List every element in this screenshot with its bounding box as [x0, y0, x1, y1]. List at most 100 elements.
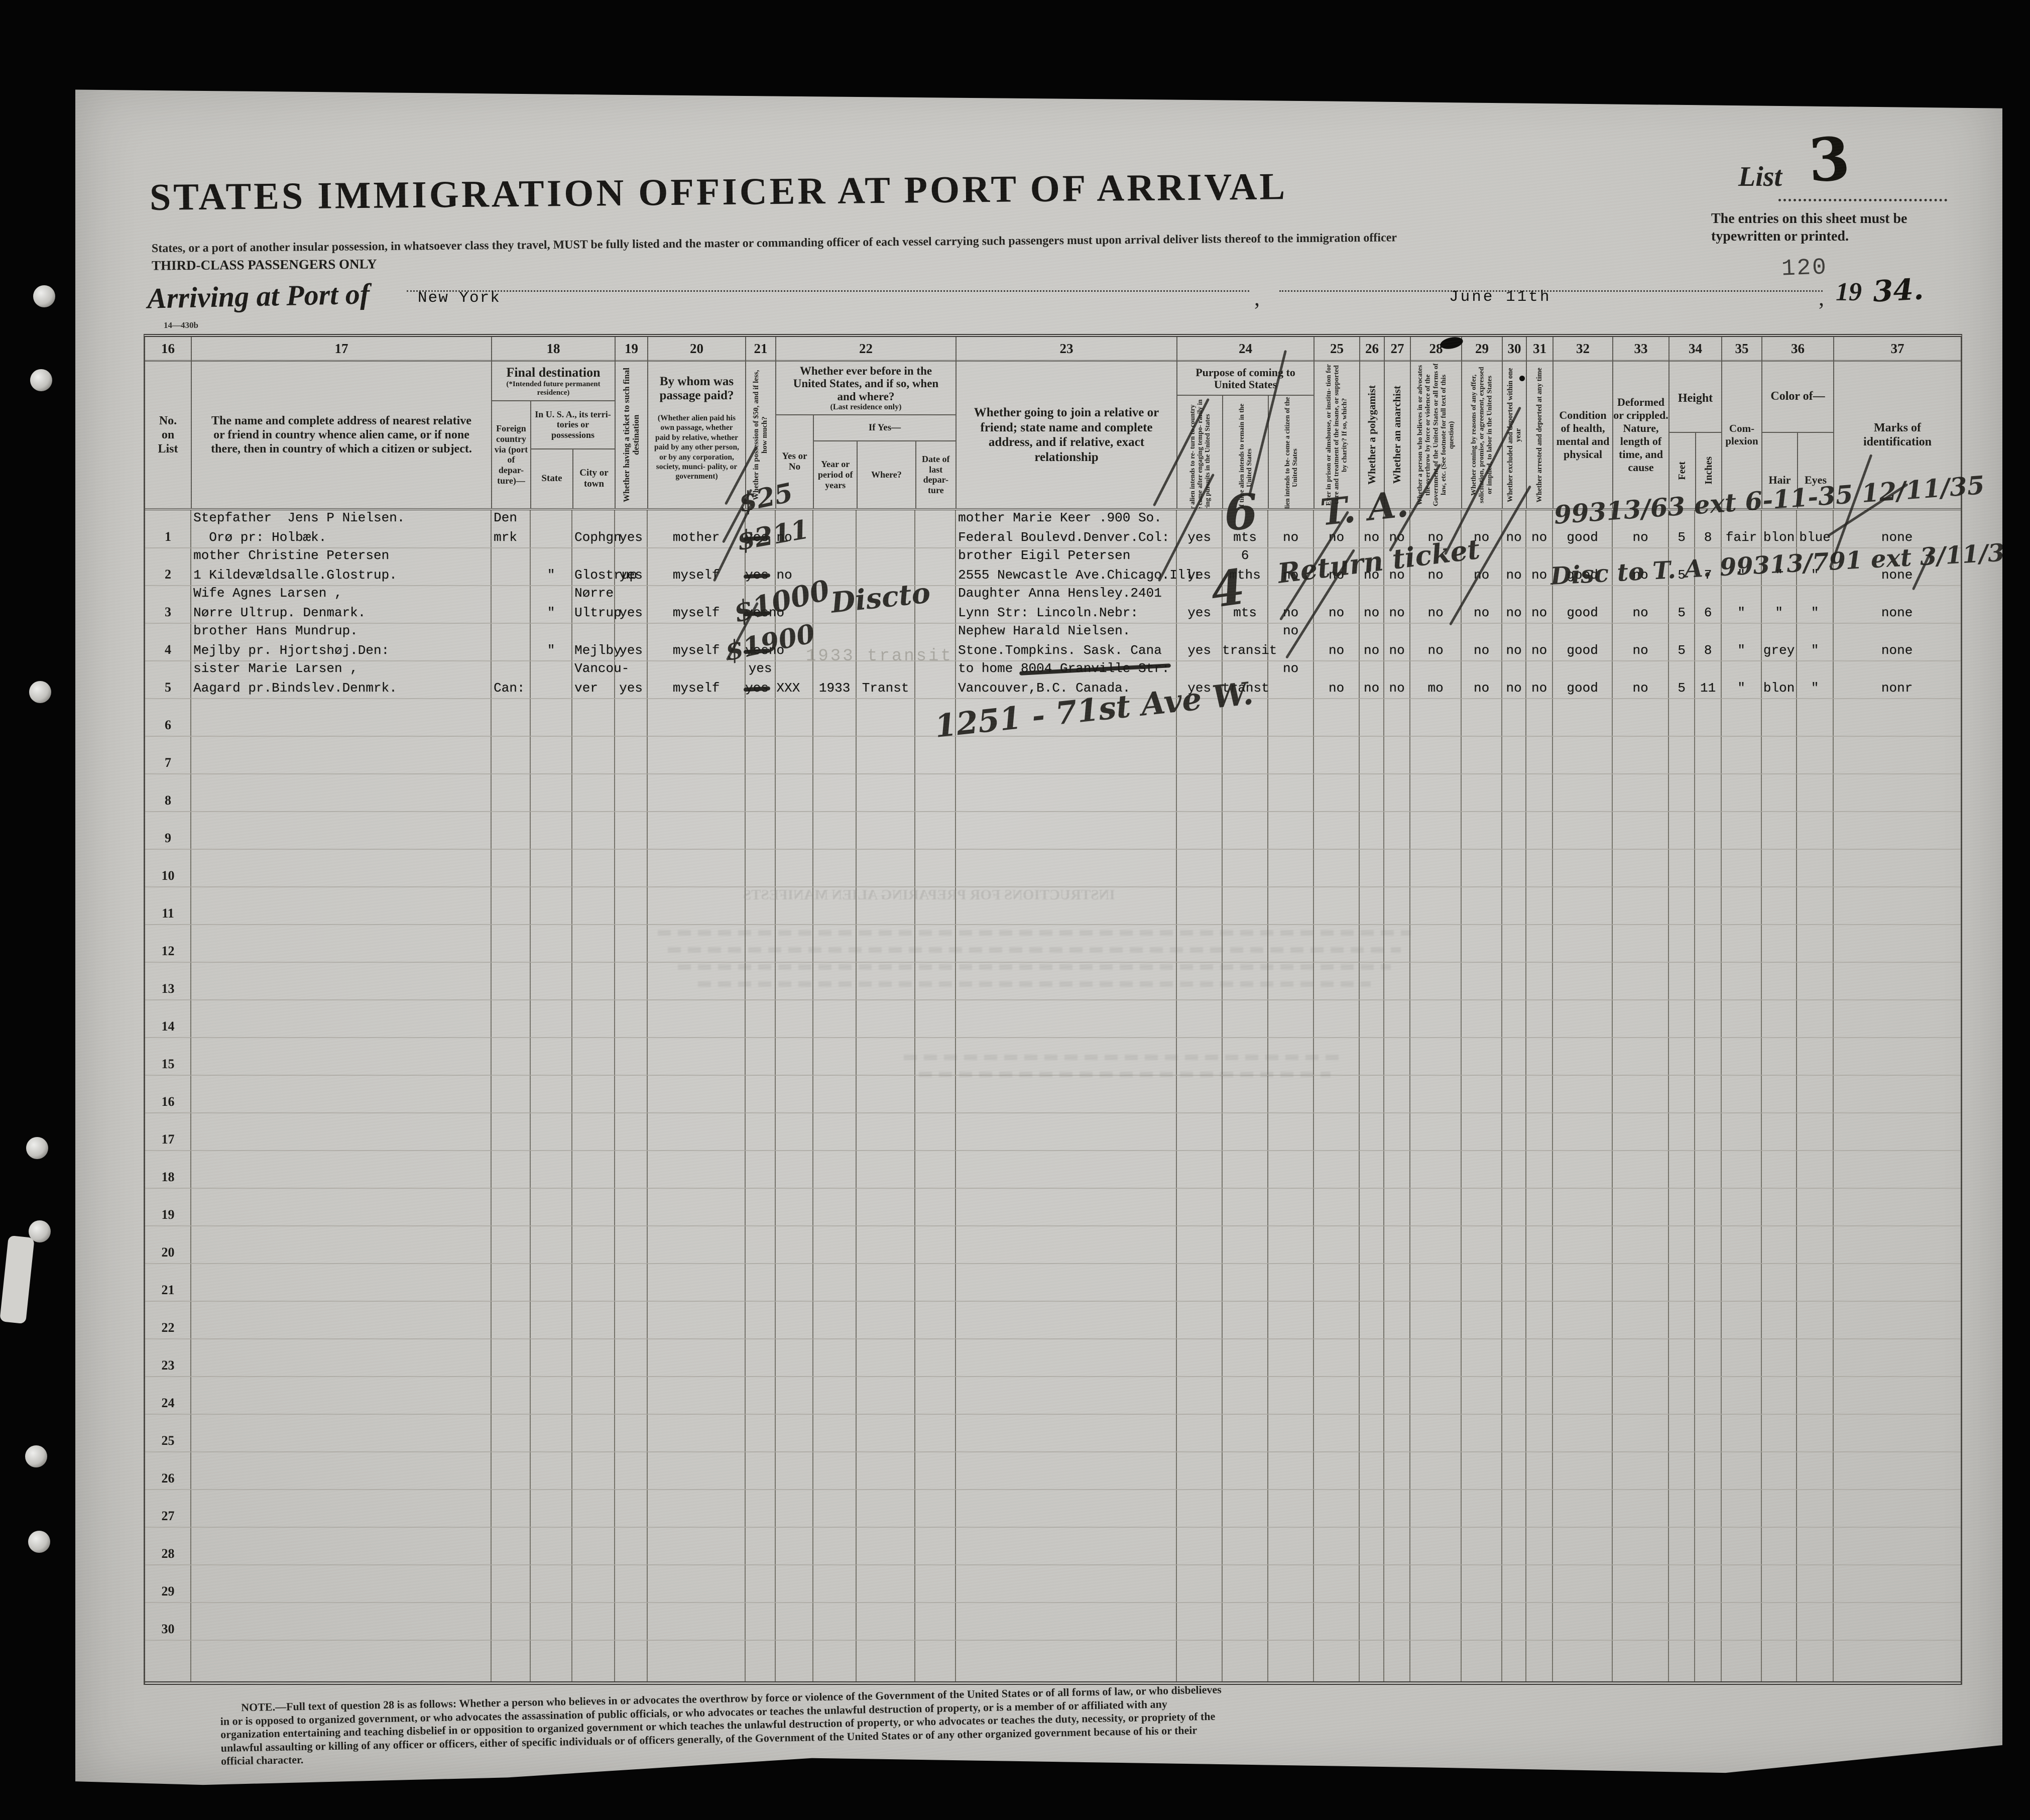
usa-subgroup: In U. S. A., its terri- tories or posses… [530, 401, 615, 508]
cell-line: to home 8004 Granville Str: [958, 661, 1170, 676]
struck-text: yes [745, 605, 769, 620]
grid-row-line [145, 1150, 1961, 1151]
port-value: New York [418, 289, 501, 307]
cell-line: no [1632, 567, 1648, 583]
purpose-return-header: Whether alien intends to re- turn to cou… [1177, 396, 1222, 508]
cell-line: transit [1222, 643, 1277, 658]
cell-line: mts [1233, 605, 1257, 620]
grid-row-line [145, 1075, 1961, 1076]
feet-header: Feet [1669, 433, 1695, 508]
cell-line: mother [672, 530, 720, 545]
grid-vertical-line [775, 510, 776, 1681]
cell-c24a-row2: yes [1176, 548, 1222, 586]
grid-row-line [145, 547, 1961, 548]
cell-line: 5 [1678, 680, 1686, 696]
cell-c31-row5: no [1526, 661, 1553, 699]
form-number-top: 14—430b [164, 320, 198, 330]
cell-line: brother Eigil Petersen [958, 548, 1131, 563]
header-label-37: Marks of identification [1863, 421, 1932, 448]
cell-c30-row2: no [1502, 548, 1526, 586]
cell-line: no [1363, 680, 1380, 696]
cell-line: " [1811, 567, 1819, 583]
cell-line: Federal Boulevd.Denver.Col: [958, 530, 1170, 545]
cell-line: none [1881, 643, 1913, 658]
header-label-33: Deformed or crippled. Nature, length of … [1613, 396, 1668, 474]
header-label-28: Whether a person who believes in or advo… [1411, 362, 1461, 508]
page-number-stamp: 120 [1781, 254, 1828, 282]
grid-row-line [145, 1301, 1961, 1302]
header-label-29: Whether coming by reasons of any offer, … [1462, 362, 1502, 508]
column-26: 26 Whether a polygamist [1359, 337, 1384, 508]
cell-line: grey [1763, 643, 1795, 658]
header-label-27-label: Whether an anarchist [1391, 386, 1403, 484]
cell-line: " [1775, 567, 1783, 583]
purpose-length-header-label: Length of time alien intends to remain i… [1238, 404, 1253, 508]
grid-vertical-line [1501, 510, 1502, 1681]
cell-c37-row4: none [1833, 623, 1961, 661]
column-header-24: Purpose of coming to United States Whethe… [1177, 362, 1313, 508]
cell-line: Glostrup [574, 567, 637, 583]
grid-row-line [145, 1527, 1961, 1528]
cell-line: yes no [745, 530, 792, 545]
grid-vertical-line [1267, 510, 1268, 1681]
column-header-22: Whether ever before in the United States… [776, 362, 956, 508]
punch-hole [33, 285, 55, 307]
cell-c25-row5: no [1313, 661, 1359, 699]
column-header-30: Whether excluded and deported within one… [1503, 362, 1526, 508]
cell-c25-row1: no [1313, 510, 1359, 548]
cell-c28-row3: no [1410, 586, 1461, 623]
cell-line: no [1473, 605, 1490, 620]
header-label-31: Whether arrested and deported at any tim… [1527, 362, 1553, 508]
cell-line: yes [1187, 680, 1211, 696]
cell-c18c-row1: Cophgn [572, 510, 622, 548]
cell-c17-row3: Wife Agnes Larsen , Nørre Ultrup. Denmark… [191, 586, 491, 623]
column-number-28: 28 [1411, 337, 1461, 362]
cell-c25-row3: no [1313, 586, 1359, 623]
cell-line: no [1531, 567, 1547, 583]
cell-line: no [1328, 567, 1345, 583]
cell-c18f-row1: Den mrk [491, 510, 530, 548]
cell-c32-row3: good [1553, 586, 1612, 623]
column-header-16: No. on List [145, 362, 191, 508]
column-number-24: 24 [1177, 337, 1313, 362]
cell-line: " [1811, 643, 1819, 658]
cell-line: Nephew Harald Nielsen. [958, 623, 1131, 638]
cell-c36h-row1: blon [1761, 510, 1797, 548]
cell-c24b-row3: mts [1222, 586, 1268, 623]
header-label-32: Condition of health, mental and physical [1556, 409, 1610, 461]
grid-vertical-line [1668, 510, 1669, 1681]
page-subtitle: States, or a port of another insular pos… [151, 231, 1397, 255]
cell-line: " [1811, 605, 1819, 620]
cell-line: myself [672, 567, 720, 583]
cell-c33-row2: no [1612, 548, 1668, 586]
header-label-30: Whether excluded and deported within one… [1503, 362, 1526, 508]
cell-c31-row1: no [1526, 510, 1553, 548]
column-header-32: Condition of health, mental and physical [1554, 362, 1612, 508]
column-16: 16 No. on List [145, 337, 191, 508]
cell-line: 1933 [818, 680, 851, 696]
grid-vertical-line [1525, 510, 1526, 1681]
cell-line: mts [1233, 530, 1257, 545]
cell-line: good [1567, 530, 1598, 545]
cell-line: Stepfather Jens P Nielsen. [193, 510, 405, 525]
cell-c19-row3: yes [615, 586, 647, 623]
cell-c36h-row5: blon [1761, 661, 1797, 699]
cell-line: blon [1763, 680, 1795, 696]
cell-line: " [1775, 605, 1783, 620]
cell-line: ver [574, 680, 598, 696]
header-label-30-label: Whether excluded and deported within one… [1506, 368, 1522, 502]
cell-line: Daughter Anna Hensley.2401 [958, 586, 1162, 601]
punch-hole [28, 1531, 50, 1553]
cell-line: no [1506, 530, 1522, 545]
year-printed-prefix: 19 [1836, 278, 1862, 306]
final-destination-subcolumns: Foreign country via (port of depar- ture… [492, 401, 615, 508]
cell-c18f-row5: Can: [491, 661, 530, 699]
column-number-18: 18 [492, 337, 615, 362]
cell-c35-row3: " [1721, 586, 1761, 623]
row-number: 27 [161, 1509, 175, 1523]
entries-note: The entries on this sheet must be typewr… [1711, 211, 1907, 244]
cell-c18s-row4: " [530, 623, 572, 661]
column-number-20: 20 [648, 337, 745, 362]
column-header-35: Com- plexion [1722, 362, 1761, 508]
column-header-36: Color of— Hair Eyes [1762, 362, 1833, 508]
